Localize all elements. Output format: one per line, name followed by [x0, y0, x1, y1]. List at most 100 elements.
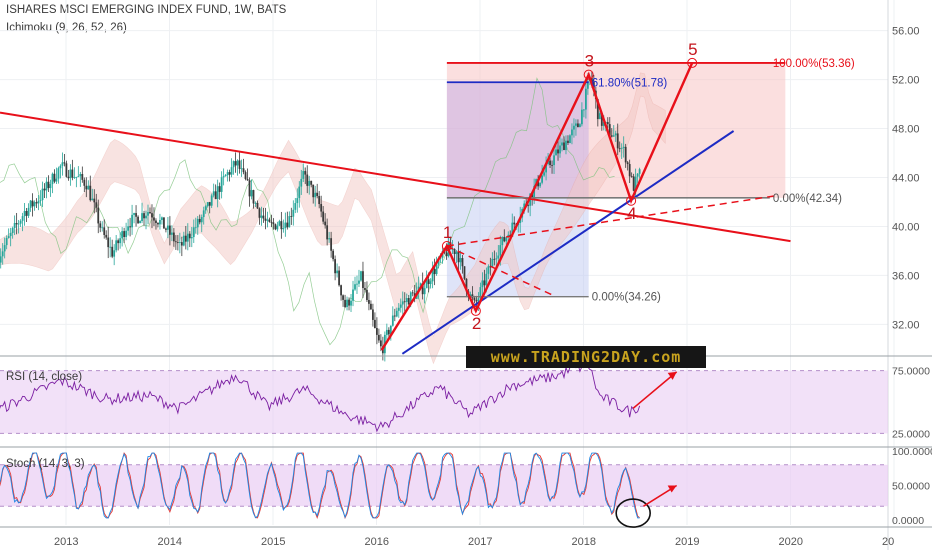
candle-body	[503, 236, 506, 242]
candle-body	[455, 251, 458, 255]
candle-body	[632, 176, 635, 191]
price-tick-label: 40.00	[892, 221, 920, 233]
candle-body	[224, 175, 227, 177]
candle-body	[180, 242, 183, 246]
candle-body	[584, 88, 587, 110]
candle-body	[13, 223, 16, 228]
candle-body	[262, 215, 265, 219]
fib-label: 61.80%(51.78)	[592, 77, 668, 89]
time-tick-label: 2015	[261, 536, 285, 548]
candle-body	[366, 289, 368, 301]
candle-body	[266, 219, 269, 221]
candle-body	[254, 202, 257, 204]
candle-body	[240, 168, 243, 170]
candle-body	[549, 160, 551, 165]
candle-body	[15, 223, 18, 225]
candle-body	[182, 235, 185, 246]
candle-body	[234, 161, 237, 166]
candle-body	[596, 99, 599, 120]
candle-body	[63, 162, 66, 164]
candle-body	[206, 202, 209, 207]
candle-body	[401, 301, 404, 305]
candle-body	[139, 221, 141, 224]
candle-body	[91, 198, 94, 201]
candle-body	[582, 109, 585, 111]
candle-body	[123, 231, 126, 238]
candle-body	[99, 223, 102, 228]
stoch-band	[0, 464, 888, 507]
candle-body	[75, 176, 78, 178]
candle-body	[431, 268, 434, 282]
candle-body	[477, 298, 480, 302]
candle-body	[200, 217, 203, 223]
candle-body	[129, 226, 131, 228]
candle-body	[244, 172, 247, 180]
candle-body	[628, 164, 631, 177]
candle-body	[147, 212, 149, 216]
candle-body	[170, 232, 173, 235]
candle-body	[553, 155, 555, 166]
time-tick-label: 2018	[572, 536, 596, 548]
candle-body	[127, 226, 129, 231]
candle-body	[296, 198, 299, 204]
candle-body	[403, 301, 406, 303]
price-tick-label: 44.00	[892, 173, 920, 185]
candle-body	[320, 204, 323, 212]
candle-body	[31, 200, 34, 207]
candle-body	[563, 142, 565, 151]
fib-label: 100.00%(53.36)	[773, 58, 855, 70]
candle-body	[238, 160, 241, 169]
candles	[0, 71, 641, 362]
candle-body	[417, 286, 420, 291]
candle-body	[155, 220, 157, 223]
candle-body	[419, 283, 422, 287]
time-tick-label: 2019	[675, 536, 699, 548]
elliott-wave-path	[380, 62, 694, 351]
candle-body	[630, 176, 633, 178]
wave-point-marker	[583, 69, 594, 80]
candle-body	[557, 149, 559, 154]
candle-body	[157, 222, 159, 225]
candle-body	[121, 231, 124, 239]
candle-body	[453, 248, 456, 255]
candle-body	[579, 124, 581, 128]
wave-point-marker	[470, 305, 481, 316]
candle-body	[374, 319, 376, 329]
candle-body	[405, 298, 408, 303]
candle-body	[256, 202, 259, 209]
candle-body	[3, 245, 6, 252]
candle-body	[131, 214, 133, 228]
candle-body	[133, 213, 135, 215]
candle-body	[246, 179, 249, 181]
candle-body	[310, 180, 313, 185]
ichimoku-cloud	[0, 72, 666, 365]
candle-body	[202, 210, 205, 218]
candle-body	[69, 169, 72, 179]
candle-body	[67, 176, 70, 179]
candle-body	[196, 218, 199, 228]
candle-body	[216, 186, 219, 200]
candle-body	[236, 160, 239, 166]
candle-body	[172, 232, 175, 242]
candle-body	[465, 278, 468, 292]
candle-body	[457, 251, 460, 263]
candle-body	[9, 233, 12, 237]
chart-title: ISHARES MSCI EMERGING INDEX FUND, 1W, BA…	[6, 4, 287, 16]
candle-body	[23, 211, 26, 217]
candle-body	[391, 315, 394, 326]
candle-body	[119, 238, 122, 244]
candle-body	[612, 135, 615, 137]
candle-body	[338, 270, 340, 286]
candle-body	[61, 162, 64, 166]
candle-body	[39, 200, 42, 201]
candle-body	[326, 225, 329, 240]
rsi-arrow-head	[667, 371, 677, 380]
candle-body	[95, 202, 98, 208]
fib-label: 0.00%(34.26)	[592, 292, 661, 304]
candle-body	[137, 216, 139, 224]
candle-body	[35, 202, 38, 204]
candle-body	[344, 299, 346, 308]
candle-body	[306, 174, 309, 186]
candle-body	[543, 172, 545, 176]
